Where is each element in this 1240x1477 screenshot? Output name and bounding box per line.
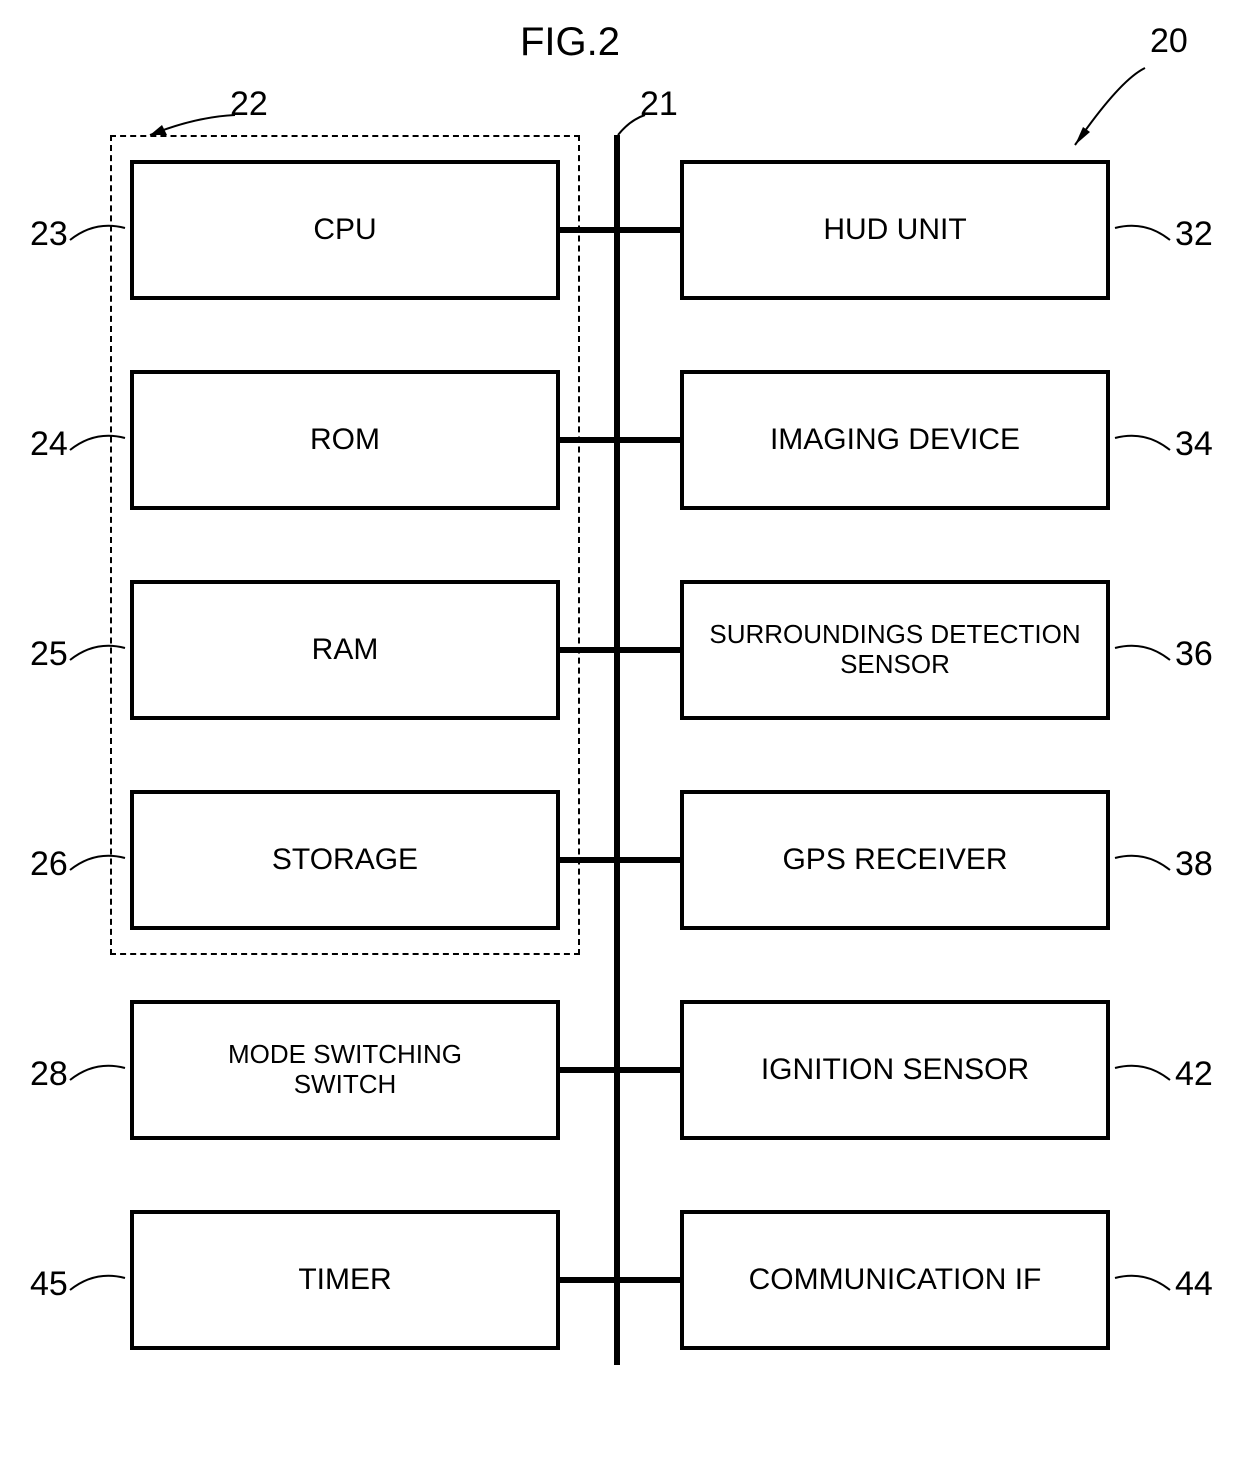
box-surroundings: SURROUNDINGS DETECTION SENSOR — [680, 580, 1110, 720]
box-ignition: IGNITION SENSOR — [680, 1000, 1110, 1140]
box-gps-label: GPS RECEIVER — [782, 843, 1007, 878]
num-gps: 38 — [1175, 845, 1213, 884]
stub-gps — [620, 857, 680, 863]
box-rom-label: ROM — [310, 423, 380, 458]
lead-imaging — [1110, 420, 1180, 470]
lead-comm — [1110, 1260, 1180, 1310]
box-mode-switch-label: MODE SWITCHING SWITCH — [228, 1040, 462, 1100]
stub-hud — [620, 227, 680, 233]
stub-rom — [560, 437, 614, 443]
lead-surroundings — [1110, 630, 1180, 680]
box-hud-label: HUD UNIT — [823, 213, 966, 248]
box-surroundings-label: SURROUNDINGS DETECTION SENSOR — [709, 620, 1080, 680]
lead-ram — [65, 630, 135, 680]
lead-timer — [65, 1260, 135, 1310]
lead-ignition — [1110, 1050, 1180, 1100]
num-cpu: 23 — [30, 215, 68, 254]
box-storage: STORAGE — [130, 790, 560, 930]
lead-cpu — [65, 210, 135, 260]
num-comm: 44 — [1175, 1265, 1213, 1304]
num-mode-switch: 28 — [30, 1055, 68, 1094]
box-ignition-label: IGNITION SENSOR — [761, 1053, 1029, 1088]
num-hud: 32 — [1175, 215, 1213, 254]
box-comm-label: COMMUNICATION IF — [749, 1263, 1042, 1298]
box-mode-switch: MODE SWITCHING SWITCH — [130, 1000, 560, 1140]
stub-mode-switch — [560, 1067, 614, 1073]
lead-hud — [1110, 210, 1180, 260]
box-imaging: IMAGING DEVICE — [680, 370, 1110, 510]
num-storage: 26 — [30, 845, 68, 884]
stub-imaging — [620, 437, 680, 443]
box-ram-label: RAM — [312, 633, 379, 668]
num-surroundings: 36 — [1175, 635, 1213, 674]
num-imaging: 34 — [1175, 425, 1213, 464]
stub-ignition — [620, 1067, 680, 1073]
box-hud: HUD UNIT — [680, 160, 1110, 300]
bus-label-lead — [600, 105, 660, 145]
stub-storage — [560, 857, 614, 863]
box-cpu-label: CPU — [313, 213, 376, 248]
stub-timer — [560, 1277, 614, 1283]
system-label-arrow — [1050, 50, 1170, 170]
stub-surroundings — [620, 647, 680, 653]
stub-cpu — [560, 227, 614, 233]
box-timer-label: TIMER — [298, 1263, 391, 1298]
num-timer: 45 — [30, 1265, 68, 1304]
figure-title: FIG.2 — [520, 20, 620, 65]
controller-group-arrow — [135, 105, 255, 155]
box-ram: RAM — [130, 580, 560, 720]
box-gps: GPS RECEIVER — [680, 790, 1110, 930]
lead-storage — [65, 840, 135, 890]
stub-comm — [620, 1277, 680, 1283]
box-comm: COMMUNICATION IF — [680, 1210, 1110, 1350]
box-storage-label: STORAGE — [272, 843, 418, 878]
box-timer: TIMER — [130, 1210, 560, 1350]
box-cpu: CPU — [130, 160, 560, 300]
box-imaging-label: IMAGING DEVICE — [770, 423, 1020, 458]
num-ram: 25 — [30, 635, 68, 674]
num-ignition: 42 — [1175, 1055, 1213, 1094]
lead-gps — [1110, 840, 1180, 890]
diagram-canvas: FIG.2 20 21 22 CPU 23 ROM 24 RAM 25 — [0, 0, 1240, 1477]
num-rom: 24 — [30, 425, 68, 464]
stub-ram — [560, 647, 614, 653]
lead-mode-switch — [65, 1050, 135, 1100]
box-rom: ROM — [130, 370, 560, 510]
bus-line — [614, 135, 620, 1365]
lead-rom — [65, 420, 135, 470]
